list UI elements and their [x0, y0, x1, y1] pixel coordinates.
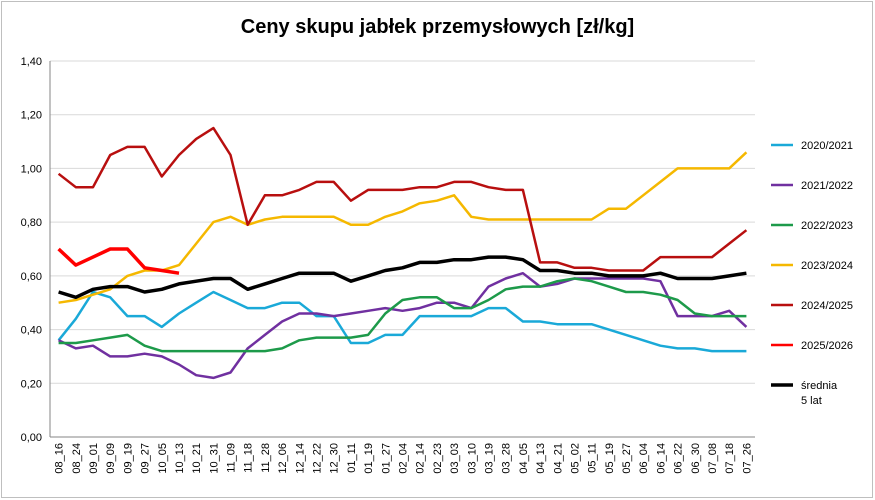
- x-tick-label: 09_19: [122, 443, 134, 474]
- x-tick-label: 03_03: [449, 443, 461, 474]
- x-tick-label: 06_04: [638, 443, 650, 474]
- y-tick-label: 1,20: [21, 110, 42, 122]
- x-tick-label: 09_01: [88, 443, 100, 474]
- x-tick-label: 02_04: [398, 443, 410, 474]
- legend-label: średnia: [801, 380, 838, 392]
- y-axis: 0,00 0,20 0,40 0,60 0,80 1,00 1,20 1,40: [21, 56, 51, 444]
- y-tick-label: 1,00: [21, 163, 42, 175]
- x-tick-label: 02_23: [432, 443, 444, 474]
- legend-label: 2020/2021: [801, 140, 853, 152]
- x-tick-label: 12_14: [294, 443, 306, 474]
- x-tick-label: 06_14: [655, 443, 667, 474]
- series-line: [57, 247, 180, 275]
- x-tick-label: 03_19: [483, 443, 495, 474]
- x-tick-label: 10_31: [208, 443, 220, 474]
- series-line: [57, 126, 748, 272]
- legend-label: 2022/2023: [801, 220, 853, 232]
- x-tick-label: 05_19: [604, 443, 616, 474]
- legend-label: 2021/2022: [801, 180, 853, 192]
- x-tick-label: 10_05: [157, 443, 169, 474]
- y-tick-label: 0,60: [21, 271, 42, 283]
- series-line: [58, 271, 748, 380]
- legend-label: 2024/2025: [801, 300, 853, 312]
- legend: 2020/2021 2021/2022 2022/2023 2023/2024 2024…: [771, 140, 853, 407]
- x-tick-label: 07_08: [707, 443, 719, 474]
- x-tick-label: 11_09: [226, 443, 238, 473]
- x-tick-label: 04_21: [552, 443, 564, 474]
- x-tick-label: 01_27: [380, 443, 392, 474]
- x-tick-label: 12_30: [329, 443, 341, 474]
- y-tick-label: 0,40: [21, 325, 42, 337]
- legend-label: 2025/2026: [801, 340, 853, 352]
- x-tick-label: 01_11: [346, 443, 358, 473]
- legend-label: 2023/2024: [801, 260, 853, 272]
- x-tick-label: 02_14: [415, 443, 427, 474]
- x-tick-label: 11_18: [243, 443, 255, 473]
- x-tick-label: 09_27: [140, 443, 152, 474]
- x-tick-label: 12_22: [312, 443, 324, 474]
- plot-series: [57, 126, 748, 380]
- x-tick-label: 11_28: [260, 443, 272, 473]
- grid-lines: [50, 60, 755, 438]
- x-tick-label: 01_19: [363, 443, 375, 474]
- x-tick-label: 10_13: [174, 443, 186, 474]
- x-axis: 08_16 08_24 09_01 09_09 09_19 09_27 10_05 10_13…: [54, 443, 754, 474]
- y-tick-label: 0,00: [21, 432, 42, 444]
- chart-title: Ceny skupu jabłek przemysłowych [zł/kg]: [240, 16, 635, 38]
- x-tick-label: 03_10: [466, 443, 478, 474]
- series-line: [58, 151, 748, 304]
- series-line: [57, 290, 747, 353]
- x-tick-label: 10_21: [191, 443, 203, 474]
- x-tick-label: 05_27: [621, 443, 633, 474]
- y-tick-label: 1,40: [21, 56, 42, 68]
- y-tick-label: 0,20: [21, 378, 42, 390]
- series-line: [58, 255, 747, 300]
- y-tick-label: 0,80: [21, 217, 42, 229]
- x-tick-label: 08_24: [71, 443, 83, 474]
- x-tick-label: 05_11: [587, 443, 599, 473]
- x-tick-label: 03_28: [501, 443, 513, 474]
- x-tick-label: 04_13: [535, 443, 547, 474]
- x-tick-label: 07_26: [741, 443, 753, 474]
- x-tick-label: 04_05: [518, 443, 530, 474]
- x-tick-label: 07_18: [724, 443, 736, 474]
- x-tick-label: 09_09: [105, 443, 117, 474]
- x-tick-label: 12_06: [277, 443, 289, 474]
- legend-label: 5 lat: [801, 395, 822, 407]
- x-tick-label: 08_16: [54, 443, 66, 474]
- x-tick-label: 06_30: [690, 443, 702, 474]
- series-line: [58, 277, 747, 353]
- x-tick-label: 06_22: [673, 443, 685, 474]
- x-tick-label: 05_02: [569, 443, 581, 474]
